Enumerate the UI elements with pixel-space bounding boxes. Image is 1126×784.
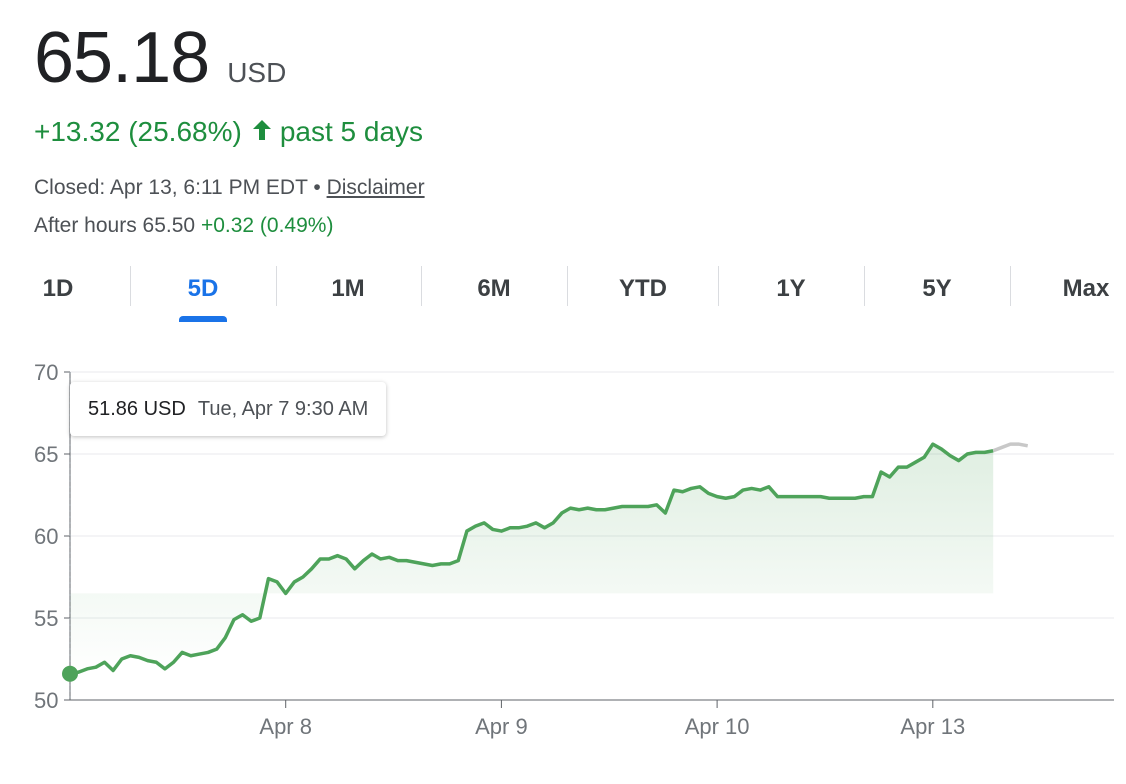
tooltip-date: Tue, Apr 7 9:30 AM [197,397,369,420]
price-change: +13.32 (25.68%) past 5 days [34,116,423,148]
closed-time: Closed: Apr 13, 6:11 PM EDT [34,176,308,199]
tab-divider [421,266,422,306]
range-tabs: 1D 5D 1M 6M YTD 1Y 5Y Max [0,262,1126,322]
selected-point [62,665,78,682]
tab-1y[interactable]: 1Y [751,262,831,316]
after-hours-price: After hours 65.50 [34,214,196,237]
current-price: 65.18 [34,18,210,98]
tab-divider [567,266,568,306]
x-tick-label: Apr 9 [475,714,528,739]
tab-1d[interactable]: 1D [18,262,98,316]
tab-label: 1M [331,275,365,302]
y-tick-label: 50 [34,688,58,713]
tab-5d[interactable]: 5D [163,262,243,322]
arrow-up-icon [252,116,272,148]
tab-1m[interactable]: 1M [308,262,388,316]
price-line [69,442,994,676]
tab-label: 5Y [922,275,952,302]
disclaimer-link[interactable]: Disclaimer [326,176,425,199]
tab-divider [130,266,131,306]
tab-divider [276,266,277,306]
tab-label: 5D [187,275,219,302]
tab-label: YTD [619,275,667,302]
after-hours-change: +0.32 (0.49%) [200,214,334,237]
currency-label: USD [227,57,287,88]
tab-label: Max [1062,275,1110,302]
x-tick-label: Apr 13 [900,714,965,739]
change-value: +13.32 (25.68%) [34,116,242,147]
quote-header: 65.18 USD [34,22,286,94]
tab-divider [718,266,719,306]
change-period: past 5 days [279,116,424,147]
x-tick-label: Apr 8 [259,714,312,739]
y-tick-label: 60 [34,524,58,549]
hover-tooltip: 51.86 USD Tue, Apr 7 9:30 AM [70,382,387,436]
tab-label: 6M [477,275,511,302]
tab-label: 1Y [776,275,806,302]
closed-info: Closed: Apr 13, 6:11 PM EDT • Disclaimer [34,176,425,200]
tab-ytd[interactable]: YTD [593,262,693,316]
after-hours-line [992,442,1029,453]
separator: • [313,176,321,199]
tab-6m[interactable]: 6M [454,262,534,316]
tab-max[interactable]: Max [1046,262,1126,316]
x-tick-label: Apr 10 [685,714,750,739]
price-area-fill [70,444,994,674]
tooltip-price: 51.86 USD [88,397,186,420]
tab-divider [864,266,865,306]
y-tick-label: 70 [34,360,58,385]
y-tick-label: 65 [34,442,58,467]
tab-divider [1010,266,1011,306]
tab-5y[interactable]: 5Y [897,262,977,316]
y-tick-label: 55 [34,606,58,631]
tab-label: 1D [42,275,74,302]
after-hours-info: After hours 65.50 +0.32 (0.49%) [34,214,333,238]
active-tab-indicator [179,316,227,322]
